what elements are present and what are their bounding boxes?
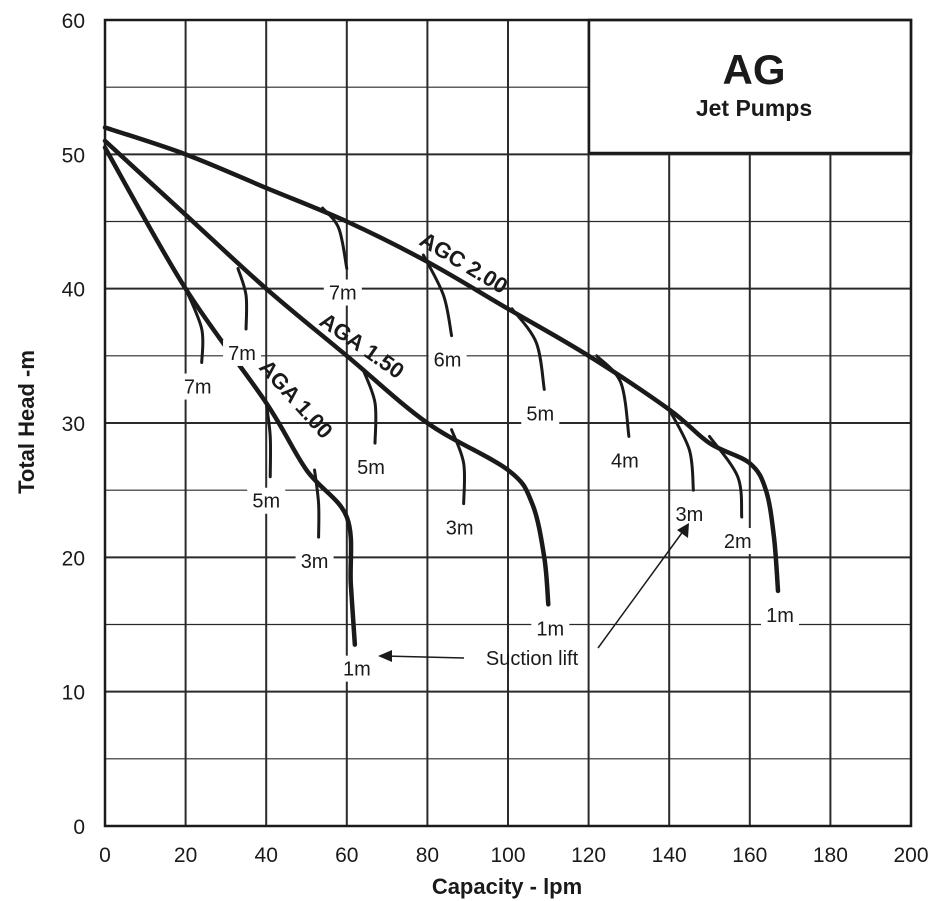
suction-lift-branch [595,354,631,438]
x-tick-label: 60 [335,844,358,867]
suction-lift-branch [184,287,205,365]
y-tick-label: 40 [62,279,85,302]
suction-lift-label: 1m [536,618,564,640]
suction-lift-branch [321,206,349,271]
curve-agc-2-00 [102,125,781,594]
suction-lift-branch [450,428,467,506]
y-axis-ticks: 0 10 20 30 40 50 60 [62,10,85,839]
suction-lift-branch [708,434,744,519]
x-tick-label: 0 [99,844,111,867]
suction-lift-label-bg [605,447,644,474]
suction-lift-branch [361,367,378,445]
arrowhead-left [378,650,392,662]
suction-lift-label-bg [295,548,334,575]
suction-lift-branch [421,253,454,338]
suction-lift-label: 1m [766,605,794,627]
suction-lift-label-bg [323,279,362,306]
suction-lift-label: 5m [526,403,554,425]
x-tick-label: 120 [571,844,606,867]
pump-curves [102,125,781,647]
suction-lift-annotation: Suction lift [486,648,579,670]
suction-lift-label-bg [352,454,391,481]
suction-lift-branch [236,267,249,331]
chart-title: AG [723,46,786,93]
suction-lift-label-bg [440,514,479,541]
suction-lift-branch [667,408,695,492]
x-axis-ticks: 0 20 40 60 80 100 120 140 160 180 200 [99,844,928,867]
y-tick-label: 50 [62,144,85,167]
x-tick-label: 40 [255,844,278,867]
suction-lift-label-bg [761,601,800,628]
suction-lift-branch [264,401,273,479]
y-tick-label: 60 [62,10,85,33]
suction-lift-branches [184,206,744,539]
suction-lift-label-bg [247,487,286,514]
suction-lift-label-bg [223,339,262,366]
arrow-to-aga-1-00 [383,655,465,659]
curve-aga-1-00 [102,145,358,647]
suction-lift-label: 5m [357,457,385,479]
x-tick-label: 80 [416,844,439,867]
curve-aga-1-50 [102,138,551,607]
x-tick-label: 20 [174,844,197,867]
y-axis-title: Total Head -m [14,350,39,494]
suction-lift-branch [313,468,321,539]
suction-lift-label-bg [428,346,467,373]
x-tick-label: 140 [652,844,687,867]
x-tick-label: 160 [732,844,767,867]
suction-lift-label: 4m [611,450,639,472]
suction-lift-label: 7m [228,343,256,365]
arrow-to-agc-3m [597,529,685,649]
suction-lift-label: 2m [724,531,752,553]
suction-lift-branch [510,307,546,391]
x-tick-label: 100 [490,844,525,867]
suction-lift-labels: 7m 6m 5m 4m 3m 2m 7m 5m 3m 7m 5m 3m 1m 1m 1m [178,279,800,682]
x-tick-label: 200 [893,844,928,867]
plot-frame [103,18,913,828]
series-label-aga-1-50: AGA 1.50 [315,308,409,384]
suction-lift-label-bg [718,528,757,555]
suction-lift-label-bg [670,501,709,528]
suction-lift-label-bg [178,373,217,400]
suction-lift-label-bg [531,615,570,642]
suction-lift-label: 3m [301,551,329,573]
suction-lift-label-bg [521,400,560,427]
suction-lift-label: 6m [434,350,462,372]
title-box [587,18,913,155]
suction-lift-label-bg [337,655,376,682]
suction-lift-label: 5m [252,491,280,513]
suction-lift-label: 3m [446,518,474,540]
y-tick-label: 20 [62,547,85,570]
x-tick-label: 180 [813,844,848,867]
suction-lift-label: 1m [343,659,371,681]
arrowhead-up [677,523,689,538]
x-axis-title: Capacity - lpm [432,874,582,899]
y-tick-label: 10 [62,682,85,705]
y-tick-label: 30 [62,413,85,436]
suction-lift-label: 3m [675,504,703,526]
chart-subtitle: Jet Pumps [696,95,812,121]
suction-lift-label: 7m [329,283,357,305]
suction-lift-label: 7m [184,377,212,399]
y-tick-label: 0 [73,816,85,839]
